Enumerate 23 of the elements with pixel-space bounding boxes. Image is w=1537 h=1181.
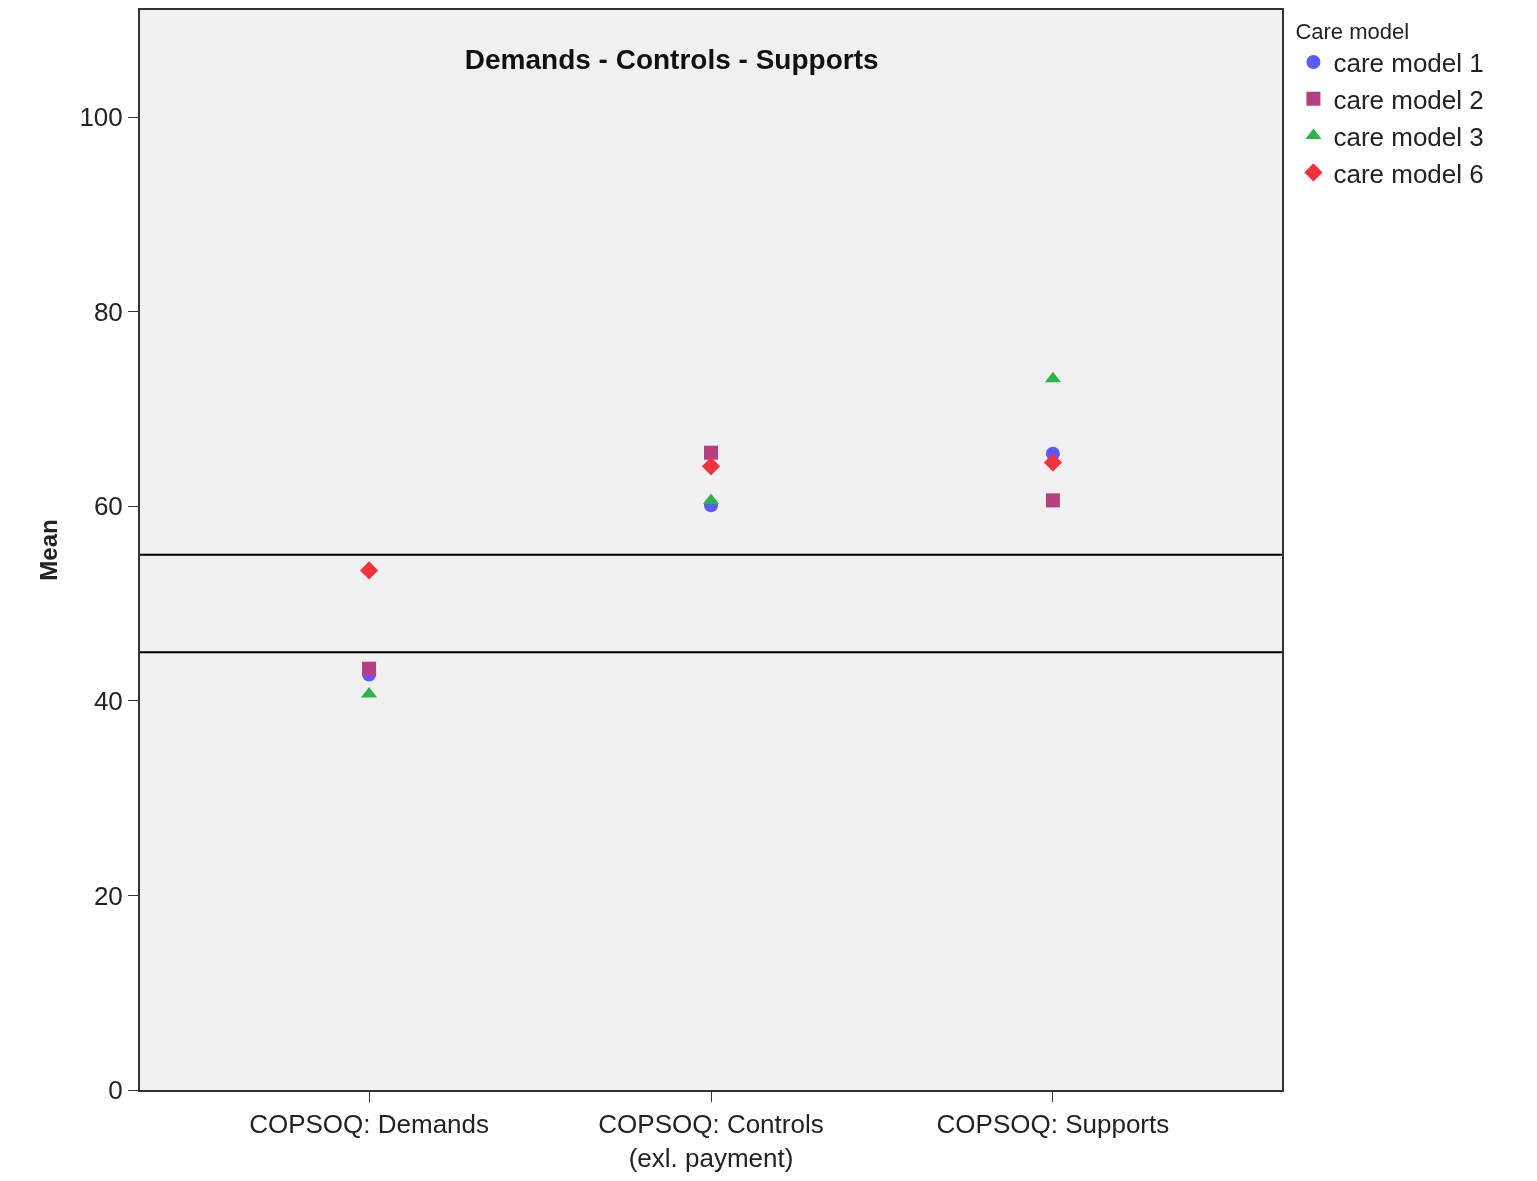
- legend-label: care model 2: [1333, 84, 1484, 115]
- text: Demands - Controls - Supports: [464, 43, 879, 75]
- point: [362, 661, 377, 676]
- legend-label: care model 3: [1333, 121, 1484, 152]
- y-tick-label: 60: [93, 491, 123, 522]
- y-axis-title: Mean: [35, 519, 63, 581]
- y-tick-label: 80: [93, 296, 123, 327]
- y-tick-label: 40: [93, 685, 123, 716]
- point: [701, 457, 721, 476]
- legend-label: care model 6: [1333, 158, 1484, 189]
- x-tick-label: COPSOQ: Demands: [249, 1109, 490, 1140]
- point: [704, 445, 718, 460]
- y-tick-label: 100: [79, 102, 123, 133]
- legend-title: Care model: [1295, 18, 1410, 44]
- x-tick-label: COPSOQ: Controls (exl. payment): [598, 1109, 824, 1173]
- legend-label: care model 1: [1333, 48, 1484, 79]
- point: [1043, 453, 1063, 472]
- point: [1045, 493, 1060, 508]
- y-tick-label: 20: [93, 880, 123, 911]
- y-tick-label: 0: [108, 1075, 123, 1106]
- point: [359, 561, 379, 580]
- point: [1044, 371, 1061, 383]
- x-tick-label: COPSOQ: Supports: [936, 1109, 1170, 1140]
